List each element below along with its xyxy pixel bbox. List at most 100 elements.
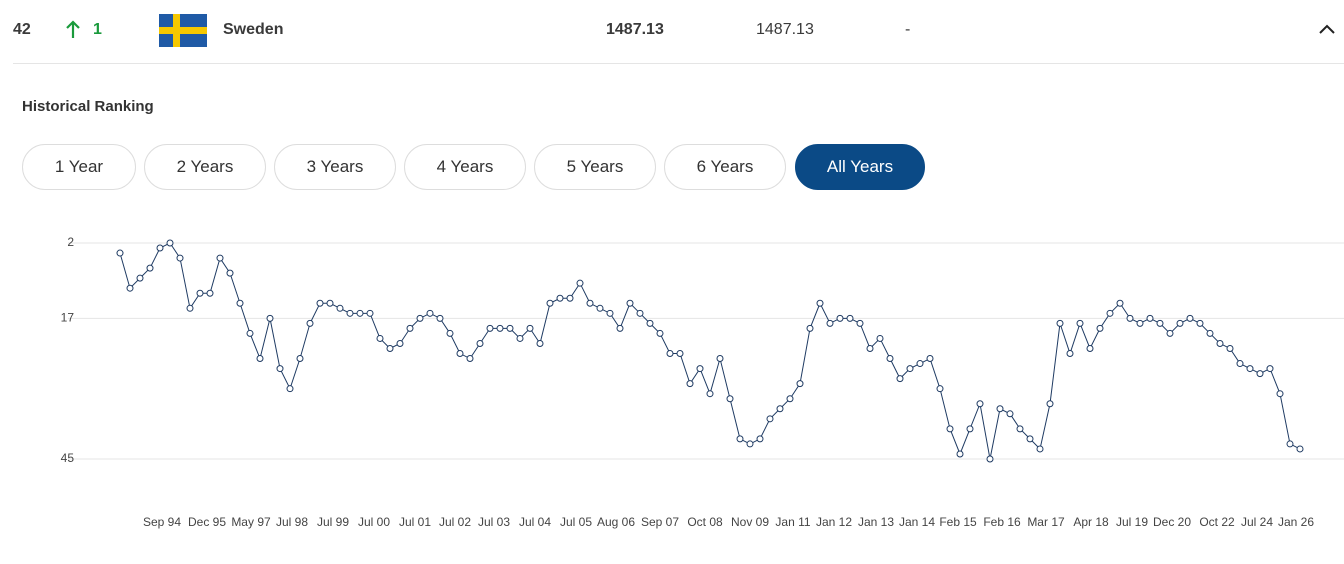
x-tick-label: Jan 11 [775,515,810,529]
x-tick-label: Mar 17 [1027,515,1065,529]
x-tick-label: Nov 09 [731,515,769,529]
point [506,324,514,332]
point [816,299,824,307]
x-tick-label: Sep 07 [641,515,679,529]
point [926,355,934,363]
point [1096,324,1104,332]
y-tick-label: 2 [67,235,74,249]
x-tick-label: Jul 00 [358,515,390,529]
point [806,324,814,332]
point [286,385,294,393]
x-tick-label: Jul 02 [439,515,471,529]
collapse-chevron[interactable] [1318,22,1336,36]
point [426,309,434,317]
point [396,339,404,347]
point [936,385,944,393]
point [236,299,244,307]
range-button[interactable]: 2 Years [144,144,266,190]
point [376,334,384,342]
point [516,334,524,342]
point [316,299,324,307]
point [116,249,124,257]
x-tick-label: Jan 13 [858,515,894,529]
point [656,329,664,337]
point [146,264,154,272]
point [156,244,164,252]
point [296,355,304,363]
point [246,329,254,337]
point [636,309,644,317]
point [1246,365,1254,373]
point [186,304,194,312]
point [266,314,274,322]
range-button[interactable]: 6 Years [664,144,786,190]
point [1106,309,1114,317]
x-tick-label: Jul 01 [399,515,431,529]
point [486,324,494,332]
range-button[interactable]: 3 Years [274,144,396,190]
point [1076,319,1084,327]
point [606,309,614,317]
point [876,334,884,342]
range-button[interactable]: 4 Years [404,144,526,190]
point [696,365,704,373]
point [456,350,464,358]
point [826,319,834,327]
section-title: Historical Ranking [22,98,154,115]
x-tick-label: Dec 95 [188,515,226,529]
point [846,314,854,322]
point [1036,445,1044,453]
x-tick-label: Jul 99 [317,515,349,529]
x-tick-label: Dec 20 [1153,515,1191,529]
point [946,425,954,433]
point [496,324,504,332]
point [306,319,314,327]
y-tick-label: 45 [61,451,75,465]
point [1136,319,1144,327]
point [1216,339,1224,347]
point [276,365,284,373]
point [1156,319,1164,327]
point [256,355,264,363]
rank-change: 1 [93,21,102,38]
x-tick-label: Jan 14 [899,515,935,529]
point [756,435,764,443]
point [676,350,684,358]
up-arrow [66,20,80,38]
x-tick-label: Feb 16 [983,515,1021,529]
point [176,254,184,262]
x-tick-label: Feb 15 [939,515,977,529]
point [856,319,864,327]
rank: 42 [13,21,31,38]
point [976,400,984,408]
point [736,435,744,443]
point [166,239,174,247]
x-tick-label: Jan 12 [816,515,852,529]
point [766,415,774,423]
point [586,299,594,307]
x-tick-label: Apr 18 [1073,515,1109,529]
flag [159,14,207,47]
point [686,380,694,388]
range-button[interactable]: All Years [795,144,925,190]
point [526,324,534,332]
range-button[interactable]: 5 Years [534,144,656,190]
point [616,324,624,332]
point [326,299,334,307]
x-tick-label: May 97 [231,515,271,529]
point [536,339,544,347]
point [436,314,444,322]
point [726,395,734,403]
point [466,355,474,363]
point [1206,329,1214,337]
point [866,344,874,352]
range-button[interactable]: 1 Year [22,144,136,190]
point [1086,344,1094,352]
x-tick-label: Jul 05 [560,515,592,529]
x-tick-label: Oct 22 [1199,515,1235,529]
point [916,360,924,368]
point [1116,299,1124,307]
point [1226,344,1234,352]
point [1126,314,1134,322]
